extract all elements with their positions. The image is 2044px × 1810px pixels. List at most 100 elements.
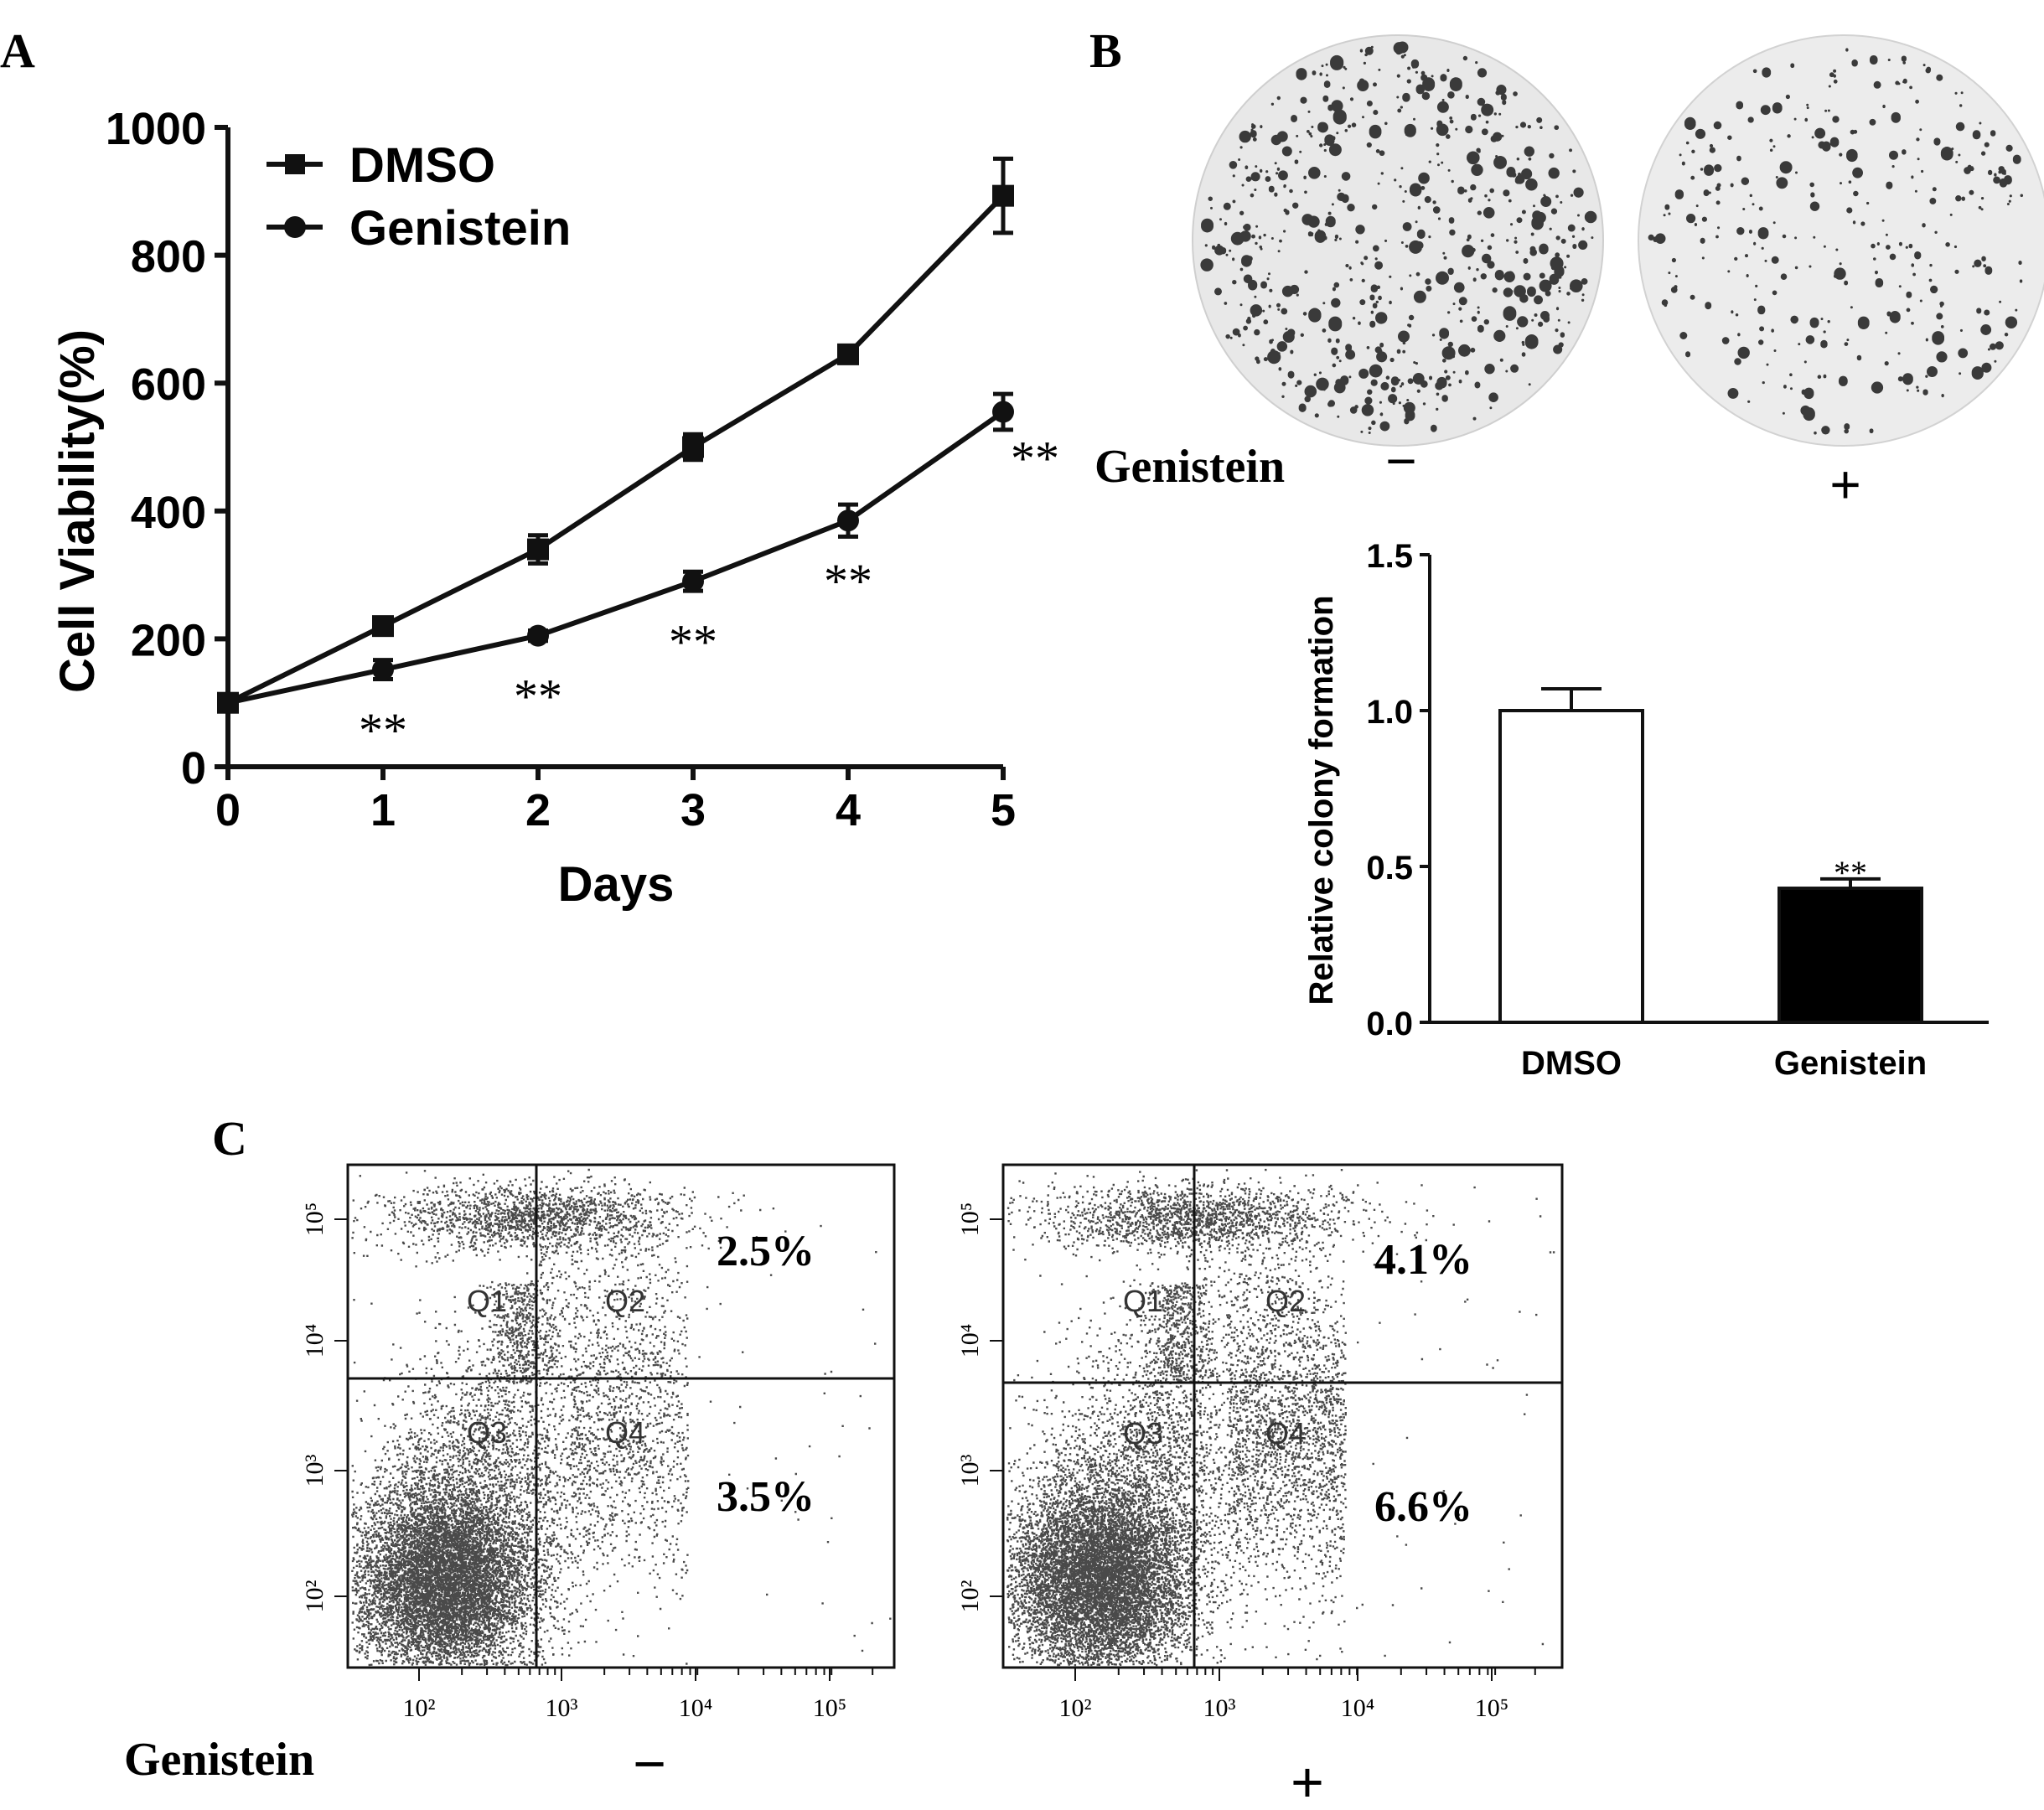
x-tick-label: 5 [991, 785, 1016, 835]
x-tick-label: 0 [215, 785, 241, 835]
x-tick-label: DMSO [1521, 1045, 1622, 1082]
quadrant-label-q1: Q1 [1123, 1284, 1163, 1318]
bar-genistein [1778, 887, 1923, 1025]
y-tick-label: 800 [131, 232, 206, 282]
line-chart-series [217, 156, 1014, 714]
bar-chart-x-labels: DMSO Genistein [1521, 1045, 1927, 1082]
flow-plot-frame [346, 1163, 896, 1669]
x-tick-label: Genistein [1774, 1045, 1927, 1082]
bar-chart-y-axis-label: Relative colony formation [1303, 596, 1340, 1006]
flow-plot-events [1006, 1168, 1555, 1667]
quadrant-label-q3: Q3 [467, 1415, 507, 1450]
x-tick-label: 10³ [546, 1694, 578, 1722]
line-chart-legend: DMSO Genistein [266, 138, 571, 256]
y-tick-label: 0 [181, 743, 206, 794]
y-tick-label: 600 [131, 359, 206, 410]
flow-events [351, 1168, 892, 1667]
y-tick-label: 10⁴ [956, 1324, 984, 1358]
flow-sign-plus: + [1291, 1751, 1324, 1810]
line-chart-significance: ** ** ** ** ** [359, 432, 1059, 758]
data-point-square [372, 615, 394, 638]
panel-label-a: A [0, 23, 35, 78]
panel-label-b: B [1089, 23, 1122, 78]
legend-label-genistein: Genistein [349, 201, 571, 256]
series-line [227, 410, 1005, 706]
x-tick-label: 10² [403, 1694, 436, 1722]
significance-marker: ** [1834, 854, 1867, 892]
data-point-circle [217, 691, 239, 714]
significance-marker: ** [359, 703, 407, 758]
y-tick-label: 10³ [301, 1455, 329, 1487]
bar-chart-y-ticks: 0.0 0.5 1.0 1.5 [1366, 538, 1430, 1042]
panel-label-c: C [212, 1111, 247, 1166]
x-tick-label: 10⁴ [679, 1694, 712, 1722]
data-point-circle [837, 509, 859, 532]
flow-row-label: Genistein [124, 1734, 314, 1786]
y-tick-label: 1.0 [1366, 694, 1413, 731]
colony-dishes: Genistein − + [1094, 34, 2044, 515]
y-tick-label: 200 [131, 615, 206, 665]
y-tick-label: 10² [956, 1580, 984, 1613]
bar-chart-panel-b: 0.0 0.5 1.0 1.5 ** DMSO Genistein Relative c… [1303, 538, 1989, 1082]
significance-marker: ** [1011, 432, 1059, 486]
y-tick-label: 10⁴ [301, 1324, 329, 1358]
y-tick-label: 10⁵ [956, 1202, 984, 1236]
q4-percentage: 3.5% [717, 1473, 815, 1521]
x-tick-label: 2 [525, 785, 551, 835]
x-tick-label: 1 [370, 785, 396, 835]
y-tick-label: 0.5 [1366, 850, 1413, 887]
quadrant-label-q4: Q4 [1265, 1416, 1306, 1451]
y-tick-label: 0.0 [1366, 1006, 1413, 1042]
legend-marker-square [285, 154, 305, 174]
line-chart-x-ticks: 0 1 2 3 4 5 [215, 767, 1016, 835]
data-point-square [527, 538, 549, 561]
y-tick-label: 10² [301, 1580, 329, 1613]
x-tick-label: 10³ [1203, 1694, 1236, 1722]
legend-label-dmso: DMSO [349, 138, 495, 193]
y-tick-label: 10³ [956, 1455, 984, 1487]
y-tick-label: 1.5 [1366, 538, 1413, 575]
series-dmso [217, 156, 1014, 714]
flow-plot-events [351, 1168, 892, 1667]
x-tick-label: 10⁵ [813, 1694, 846, 1722]
x-tick-label: 3 [680, 785, 706, 835]
y-tick-label: 400 [131, 488, 206, 538]
data-point-circle [372, 659, 394, 681]
significance-marker: ** [669, 615, 717, 670]
quadrant-label-q4: Q4 [605, 1415, 645, 1450]
colony-dots-dmso [1200, 41, 1597, 434]
legend-marker-circle [284, 216, 306, 238]
q4-percentage: 6.6% [1374, 1483, 1472, 1531]
x-tick-label: 10⁵ [1475, 1694, 1508, 1722]
data-point-circle [992, 401, 1014, 423]
line-chart-panel-a: 0 200 400 600 800 1000 0 1 2 3 4 5 ** ** ** ** ** Days… [50, 104, 1059, 912]
bar-chart-bars: ** [1498, 686, 1923, 1025]
dish-sign-minus: − [1385, 431, 1416, 491]
flow-plot-ticks: 10² 10³ 10⁴ 10⁵ 10² 10³ 10⁴ 10⁵ [956, 1202, 1536, 1722]
line-chart-y-axis-label: Cell Viability(%) [50, 329, 105, 693]
quadrant-label-q1: Q1 [467, 1284, 507, 1318]
significance-marker: ** [824, 554, 872, 608]
y-tick-label: 1000 [106, 104, 206, 154]
quadrant-label-q3: Q3 [1123, 1416, 1163, 1451]
bar-dmso [1498, 709, 1644, 1024]
significance-marker: ** [514, 670, 562, 724]
data-point-circle [682, 570, 704, 592]
line-chart-x-axis-label: Days [558, 857, 675, 912]
series-genistein [217, 391, 1014, 714]
flow-plot-1: Q1 Q2 Q3 Q4 2.5% 3.5% 10² 10³ 10⁴ 10⁵ 10² 10³… [301, 1163, 896, 1722]
data-point-square [837, 343, 859, 365]
flow-plot-2: Q1 Q2 Q3 Q4 4.1% 6.6% 10² 10³ 10⁴ 10⁵ 10² 10³… [956, 1163, 1564, 1722]
dish-sign-plus: + [1829, 454, 1860, 515]
y-tick-label: 10⁵ [301, 1202, 329, 1236]
line-chart-axes [225, 127, 1003, 769]
data-point-circle [527, 624, 549, 647]
x-tick-label: 4 [836, 785, 861, 835]
q2-percentage: 4.1% [1374, 1236, 1472, 1284]
flow-events [1006, 1168, 1555, 1667]
quadrant-label-q2: Q2 [605, 1284, 645, 1318]
q2-percentage: 2.5% [717, 1228, 815, 1275]
flow-sign-minus: − [633, 1732, 666, 1796]
quadrant-label-q2: Q2 [1265, 1284, 1306, 1318]
